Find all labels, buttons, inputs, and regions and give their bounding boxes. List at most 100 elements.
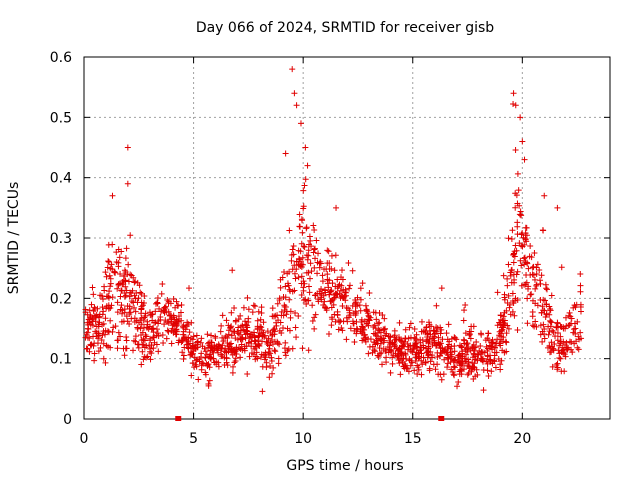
data-point	[532, 285, 539, 292]
data-point	[299, 345, 306, 352]
data-point	[147, 335, 154, 342]
data-point	[343, 304, 350, 311]
data-point	[527, 291, 534, 298]
data-point	[432, 342, 439, 349]
data-point	[168, 340, 175, 347]
data-point	[357, 285, 364, 292]
data-point	[483, 343, 490, 350]
data-point	[543, 311, 550, 318]
data-point	[99, 304, 106, 311]
gap-marker	[438, 416, 445, 421]
data-point	[231, 359, 238, 366]
data-point	[411, 325, 418, 332]
data-point	[397, 371, 404, 378]
data-point	[426, 321, 433, 328]
data-point	[546, 343, 553, 350]
data-point	[460, 366, 467, 373]
data-point	[497, 361, 504, 368]
data-point	[318, 286, 325, 293]
data-point	[577, 329, 584, 336]
data-point	[295, 247, 302, 254]
data-point	[415, 349, 422, 356]
data-point	[509, 227, 516, 234]
data-point	[468, 368, 475, 375]
data-point	[423, 324, 430, 331]
data-point	[573, 301, 580, 308]
data-point	[295, 312, 302, 319]
data-point	[552, 333, 559, 340]
data-point	[305, 269, 312, 276]
data-point	[541, 192, 548, 199]
data-point	[311, 264, 318, 271]
data-point	[271, 331, 278, 338]
data-point	[175, 315, 182, 322]
data-point	[229, 369, 236, 376]
data-point	[570, 329, 577, 336]
data-point	[479, 357, 486, 364]
data-point	[289, 345, 296, 352]
data-point	[450, 363, 457, 370]
data-point	[484, 335, 491, 342]
data-point	[419, 361, 426, 368]
data-point	[312, 292, 319, 299]
data-point	[485, 345, 492, 352]
data-point	[301, 182, 308, 189]
data-point	[193, 344, 200, 351]
data-point	[274, 300, 281, 307]
data-point	[106, 272, 113, 279]
data-point	[115, 263, 122, 270]
data-point	[577, 288, 584, 295]
data-point	[488, 368, 495, 375]
data-point	[465, 356, 472, 363]
data-point	[349, 267, 356, 274]
data-point	[529, 313, 536, 320]
data-point	[477, 342, 484, 349]
data-point	[124, 144, 131, 151]
data-point	[275, 355, 282, 362]
data-point	[152, 319, 159, 326]
data-point	[380, 346, 387, 353]
data-point	[499, 326, 506, 333]
data-point	[177, 309, 184, 316]
data-point	[162, 303, 169, 310]
data-point	[307, 237, 314, 244]
data-point	[487, 357, 494, 364]
data-point	[523, 259, 530, 266]
y-tick-label: 0.1	[50, 352, 72, 368]
data-point	[321, 286, 328, 293]
data-point	[248, 343, 255, 350]
data-point	[263, 359, 270, 366]
data-point	[574, 318, 581, 325]
data-point	[538, 309, 545, 316]
data-point	[266, 374, 273, 381]
data-point	[170, 312, 177, 319]
data-point	[406, 324, 413, 331]
data-point	[115, 337, 122, 344]
data-point	[392, 336, 399, 343]
data-point	[275, 317, 282, 324]
data-point	[180, 331, 187, 338]
data-point	[133, 317, 140, 324]
data-point	[89, 322, 96, 329]
data-point	[545, 331, 552, 338]
data-point	[332, 283, 339, 290]
data-point	[571, 340, 578, 347]
data-point	[171, 321, 178, 328]
data-point	[371, 322, 378, 329]
data-point	[180, 352, 187, 359]
data-point	[301, 243, 308, 250]
data-point	[541, 325, 548, 332]
data-point	[532, 318, 539, 325]
data-point	[441, 356, 448, 363]
data-point	[528, 291, 535, 298]
data-point	[183, 336, 190, 343]
data-point	[457, 359, 464, 366]
data-point	[258, 309, 265, 316]
data-point	[484, 353, 491, 360]
data-point	[484, 367, 491, 374]
data-point	[514, 327, 521, 334]
data-point	[287, 314, 294, 321]
data-point	[438, 326, 445, 333]
data-point	[510, 101, 517, 108]
data-point	[540, 321, 547, 328]
